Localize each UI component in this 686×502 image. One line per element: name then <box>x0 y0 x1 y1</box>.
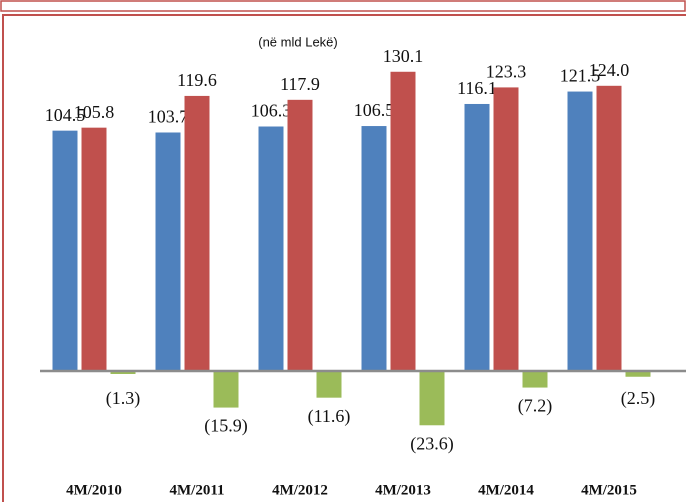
value-label: 104.5 <box>45 105 86 125</box>
bar <box>213 371 239 408</box>
x-tick-label: 4M/2010 <box>66 482 122 498</box>
value-label: 130.1 <box>383 46 424 66</box>
bar <box>567 91 593 372</box>
value-label: 119.6 <box>177 70 217 90</box>
value-label: (11.6) <box>308 406 351 427</box>
bar <box>522 371 548 388</box>
x-tick-label: 4M/2013 <box>375 482 431 498</box>
x-tick-label: 4M/2014 <box>478 482 534 498</box>
bar <box>287 99 313 371</box>
bar <box>110 371 136 374</box>
bar <box>625 371 651 377</box>
bar <box>390 71 416 372</box>
x-tick-label: 4M/2015 <box>581 482 637 498</box>
value-label: (23.6) <box>410 433 454 454</box>
value-label: 124.0 <box>589 60 630 80</box>
bar <box>52 130 78 371</box>
bar <box>493 87 519 371</box>
bar <box>81 127 107 371</box>
value-label: 105.8 <box>74 102 115 122</box>
bar <box>596 85 622 372</box>
value-label: 123.3 <box>486 62 527 82</box>
bar <box>361 126 387 371</box>
value-label: 103.7 <box>148 107 189 127</box>
value-label: (2.5) <box>621 388 656 409</box>
bar <box>464 103 490 371</box>
value-label: 116.1 <box>457 78 497 98</box>
bar <box>155 132 181 371</box>
frame <box>2 14 686 502</box>
value-label: (7.2) <box>518 396 553 417</box>
value-label: (15.9) <box>204 416 248 437</box>
subtitle: (në mld Lekë) <box>258 34 337 49</box>
value-label: 121.5 <box>560 66 601 86</box>
bar <box>419 371 445 426</box>
x-tick-label: 4M/2012 <box>272 482 328 498</box>
value-label: 106.3 <box>251 101 292 121</box>
value-label: (1.3) <box>106 388 141 409</box>
bar <box>184 95 210 372</box>
bar <box>258 126 284 371</box>
value-label: 106.5 <box>354 100 395 120</box>
top-frame <box>0 0 686 12</box>
value-label: 117.9 <box>280 74 320 94</box>
bar <box>316 371 342 398</box>
x-tick-label: 4M/2011 <box>170 482 225 498</box>
